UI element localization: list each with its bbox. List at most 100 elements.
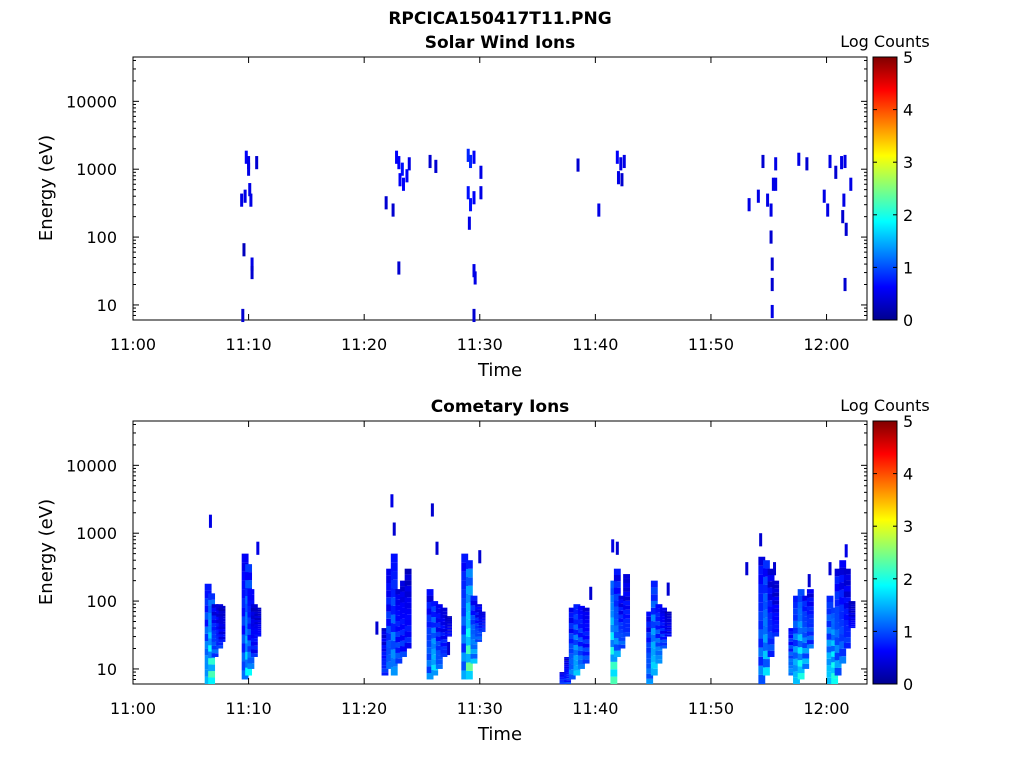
spectrogram-column-segment [381,665,389,669]
spectrogram-column-segment [763,617,770,627]
spectrogram-column-segment [465,662,473,671]
spectrogram-column-segment [478,613,486,615]
spectrogram-column-segment [431,648,439,655]
spectrogram-column-segment [465,585,473,595]
spectrogram-column-segment [578,664,585,669]
spectrogram-column-segment [582,651,590,656]
spectrogram-column-segment [470,639,478,645]
x-axis: 11:00 11:10 11:20 11:30 11:40 11:50 12:00 [110,421,850,718]
spectrogram-column-segment [646,647,654,653]
spectrogram-column-segment [610,661,618,670]
spectrogram-column-segment [618,610,626,615]
spectrogram-column-segment [613,600,621,607]
spectrogram-column-segment [767,568,775,575]
spectrogram-column-segment [772,616,780,621]
spectrogram-column-segment [218,629,226,632]
spectrogram-column-segment [839,597,847,605]
spectrogram-column-segment [204,669,212,677]
spectrogram-column-segment [208,593,216,600]
spectrogram-column-segment [650,641,658,649]
y-tick-label: 10 [97,660,117,679]
spectrogram-cell [769,203,773,217]
spectrogram-column-segment [470,595,478,601]
spectrogram-column-segment [208,645,216,652]
spectrogram-column-segment [478,630,486,633]
spectrogram-column-segment [767,619,775,626]
spectrogram-cell [576,158,580,172]
spectrogram-column-segment [578,605,585,611]
spectrogram-column-segment [568,638,576,644]
spectrogram-column-segment [245,572,253,581]
spectrogram-column-segment [247,589,255,595]
spectrogram-column-segment [400,640,407,647]
spectrogram-column-segment [788,655,796,659]
spectrogram-column-segment [564,660,572,663]
spectrogram-column-segment [440,611,448,615]
spectrogram-cell [619,157,623,171]
spectrogram-column-segment [758,574,766,585]
spectrogram-column-segment [386,590,394,598]
spectrogram-column-segment [559,680,567,682]
spectrogram-column-segment [395,658,403,664]
spectrogram-column-segment [241,562,249,572]
spectrogram-column-segment [793,620,800,628]
spectrogram-column-segment [843,602,851,609]
spectrogram-column-segment [461,607,469,617]
spectrogram-column-segment [241,652,249,662]
spectrogram-column-segment [578,641,585,647]
spectrogram-column-segment [445,630,452,633]
spectrogram-column-segment [797,666,805,674]
spectrogram-column-segment [573,629,581,635]
spectrogram-column-segment [613,625,621,632]
spectrogram-column-segment [470,619,478,625]
spectrogram-column-segment [610,647,618,655]
spectrogram-cell [620,173,624,187]
spectrogram-column-segment [395,594,403,600]
spectrogram-column-segment [465,611,473,620]
spectrogram-column-segment [395,621,403,627]
spectrogram-column-segment [465,594,473,603]
spectrogram-column-segment [660,642,667,646]
spectrogram-column-segment [788,668,796,673]
colorbar-tick-label: 0 [903,311,913,330]
spectrogram-column-segment [216,645,224,649]
spectrogram-cell [430,503,434,517]
spectrogram-column-segment [767,644,775,651]
spectrogram-column-segment [445,633,452,636]
spectrogram-cell [842,193,846,207]
spectrogram-column-segment [826,633,834,640]
spectrogram-column-segment [461,571,469,581]
spectrogram-column-segment [613,619,621,626]
spectrogram-column-segment [843,574,851,581]
spectrogram-column-segment [254,609,262,612]
spectrogram-column-segment [211,649,219,654]
spectrogram-column-segment [435,645,443,651]
colorbar-tick-label: 4 [903,101,913,120]
spectrogram-column-segment [395,631,403,637]
spectrogram-column-segment [758,602,766,612]
spectrogram-column-segment [618,599,626,604]
figure-title: RPCICA150417T11.PNG [388,9,611,29]
spectrogram-column-segment [802,611,810,617]
spectrogram-column-segment [834,667,842,676]
spectrogram-column-segment [440,614,448,619]
spectrogram-cell [435,541,439,555]
spectrogram-column-segment [381,648,389,652]
spectrogram-cell [611,539,615,553]
spectrogram-cell [769,230,773,244]
spectrogram-cell [244,150,248,164]
spectrogram-column-segment [445,620,452,622]
spectrogram-column-segment [664,625,672,628]
spectrogram-column-segment [218,634,226,637]
spectrogram-column-segment [204,662,212,670]
spectrogram-column-segment [806,589,814,594]
spectrogram-column-segment [204,648,212,656]
spectrogram-column-segment [613,612,621,620]
spectrogram-column-segment [758,593,766,603]
spectrogram-column-segment [839,560,847,568]
spectrogram-column-segment [400,602,407,608]
spectrogram-column-segment [559,672,567,674]
spectrogram-column-segment [839,634,847,642]
spectrogram-column-segment [610,624,618,633]
spectrogram-cell [805,157,809,171]
